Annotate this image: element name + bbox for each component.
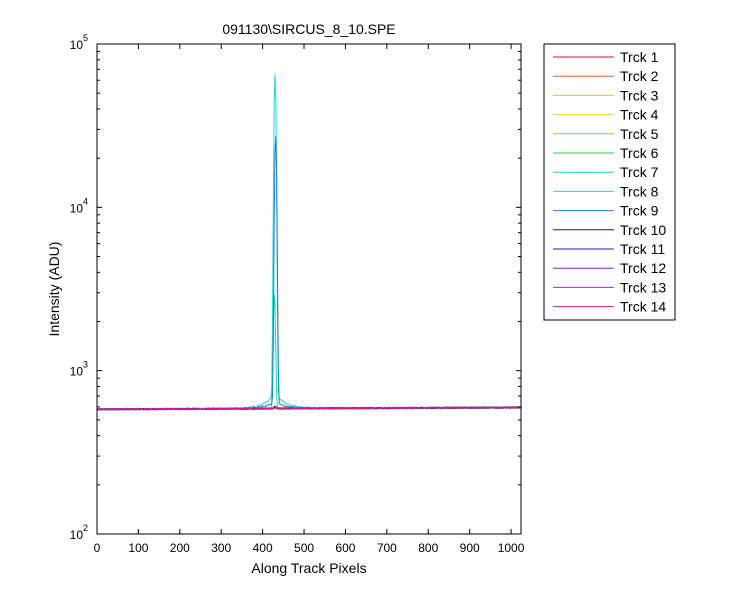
x-tick-label: 400 [253,541,273,555]
legend-label: Trck 1 [620,49,659,65]
legend-label: Trck 10 [620,222,666,238]
legend-label: Trck 4 [620,107,659,123]
x-tick-label: 100 [128,541,148,555]
y-tick-label-base: 10 [70,38,84,52]
x-tick-label: 1000 [498,541,525,555]
legend-label: Trck 9 [620,203,659,219]
x-tick-label: 500 [294,541,314,555]
x-axis-label: Along Track Pixels [251,560,366,576]
y-tick-label-base: 10 [70,365,84,379]
legend-label: Trck 6 [620,145,659,161]
plot-area: 0 100 200 300 400 500 600 700 800 900 1000 10 210 31… [70,33,525,555]
y-tick-label-exponent: 2 [83,523,88,533]
y-tick-label-exponent: 5 [83,33,88,43]
x-tick-label: 900 [460,541,480,555]
x-tick-label: 700 [377,541,397,555]
y-tick-label-base: 10 [70,201,84,215]
x-tick-label: 800 [418,541,438,555]
legend-box [543,43,676,321]
legend-label: Trck 5 [620,126,659,142]
x-tick-label: 0 [94,541,101,555]
y-tick-label-base: 10 [70,528,84,542]
legend-items: Trck 1 Trck 2 Trck 3 Trck 4 Trck 5 Trck 6 Trck… [553,49,666,315]
chart-title: 091130\SIRCUS_8_10.SPE [222,21,395,37]
legend-label: Trck 13 [620,279,666,295]
legend-label: Trck 3 [620,87,659,103]
legend: Trck 1 Trck 2 Trck 3 Trck 4 Trck 5 Trck 6 Trck… [543,43,676,321]
x-tick-label: 300 [211,541,231,555]
legend-label: Trck 11 [620,241,665,257]
x-tick-label: 600 [335,541,355,555]
legend-label: Trck 2 [620,68,659,84]
x-ticks: 0 100 200 300 400 500 600 700 800 900 1000 [94,44,525,555]
legend-label: Trck 7 [620,164,659,180]
legend-label: Trck 12 [620,260,666,276]
legend-label: Trck 8 [620,183,659,199]
legend-label: Trck 14 [620,299,666,315]
y-tick-label-exponent: 4 [83,196,88,206]
axes-frame [96,43,522,535]
axes-background [97,44,521,534]
y-axis-label: Intensity (ADU) [46,242,62,337]
x-tick-label: 200 [170,541,190,555]
series-group [96,74,522,411]
y-tick-label-exponent: 3 [83,360,88,370]
series-line-14 [96,406,522,411]
